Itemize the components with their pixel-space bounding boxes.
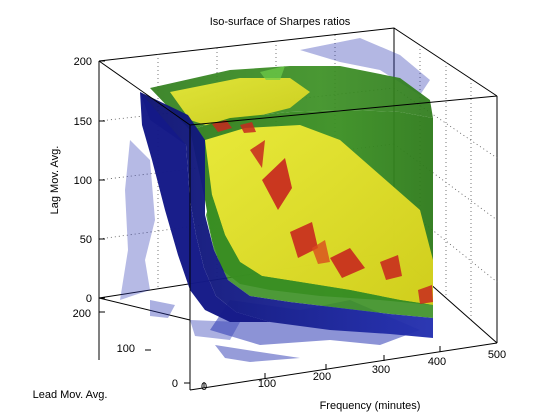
x-axis-label: Frequency (minutes) (320, 400, 421, 412)
z-tick-150: 150 (74, 116, 92, 128)
x-tick-300: 300 (372, 364, 390, 376)
chart-title: Iso-surface of Sharpes ratios (210, 16, 351, 28)
x-tick-500: 500 (488, 349, 506, 361)
isosurface (120, 38, 433, 362)
z-axis-label: Lag Mov. Avg. (49, 146, 61, 215)
x-tick-0: 0 (201, 381, 207, 393)
x-axis: 0 100 200 300 400 500 Frequency (minutes… (201, 337, 506, 412)
x-tick-100: 100 (258, 378, 276, 390)
z-tick-0: 0 (86, 293, 92, 305)
front-box-edges (98, 60, 498, 391)
y-axis-label: Lead Mov. Avg. (33, 389, 108, 401)
z-axis: 200 150 100 50 0 Lag Mov. Avg. (49, 56, 105, 305)
z-tick-200: 200 (74, 56, 92, 68)
y-tick-0: 0 (172, 378, 178, 390)
x-tick-400: 400 (428, 356, 446, 368)
y-axis: 200 100 0 Lead Mov. Avg. (33, 308, 190, 401)
y-tick-200: 200 (73, 308, 91, 320)
z-tick-100: 100 (74, 175, 92, 187)
z-tick-50: 50 (80, 234, 92, 246)
y-tick-100: 100 (117, 343, 135, 355)
x-tick-200: 200 (313, 371, 331, 383)
